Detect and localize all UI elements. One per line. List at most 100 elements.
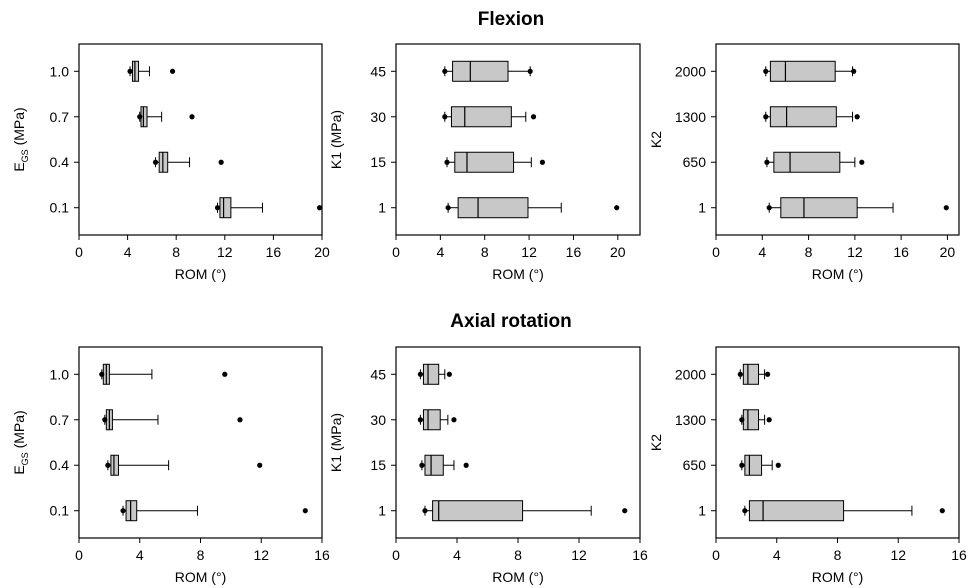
y-tick-label: 15 bbox=[370, 154, 386, 170]
outlier-point bbox=[766, 205, 772, 211]
x-tick-label: 0 bbox=[392, 547, 400, 563]
outlier-point bbox=[419, 462, 425, 468]
outlier-point bbox=[939, 508, 945, 514]
y-tick-label: 1 bbox=[698, 503, 706, 519]
y-axis-label-subscript: GS bbox=[20, 149, 30, 162]
x-tick-label: 4 bbox=[436, 244, 444, 260]
outlier-point bbox=[152, 159, 159, 165]
x-tick-label: 4 bbox=[773, 547, 781, 563]
x-tick-label: 12 bbox=[890, 547, 906, 563]
outlier-point bbox=[764, 159, 770, 165]
x-tick-label: 12 bbox=[253, 547, 269, 563]
box bbox=[158, 151, 169, 173]
x-axis-label: ROM (°) bbox=[175, 569, 226, 585]
x-axis-label: ROM (°) bbox=[175, 266, 226, 282]
y-tick-label: 0.1 bbox=[50, 503, 70, 519]
x-tick-label: 12 bbox=[571, 547, 587, 563]
y-tick-label: 15 bbox=[370, 457, 386, 473]
outlier-point bbox=[442, 68, 448, 74]
x-tick-label: 16 bbox=[266, 244, 282, 260]
chart-flex-k2: 0 4 8 12 16 20 ROM (°) K2 2000 1300 650 1 bbox=[648, 43, 960, 282]
outlier-point bbox=[218, 159, 224, 165]
chart-axial-k2: 0 4 8 12 16 ROM (°) K2 2000 1300 650 1 bbox=[648, 346, 967, 585]
y-tick-label: 1.0 bbox=[50, 63, 70, 79]
y-tick-label: 30 bbox=[370, 412, 386, 428]
y-tick-label: 2000 bbox=[675, 366, 706, 382]
section-title-flexion: Flexion bbox=[478, 9, 545, 30]
outlier-point bbox=[222, 371, 228, 377]
x-axis-label: ROM (°) bbox=[492, 569, 543, 585]
x-tick-label: 0 bbox=[712, 547, 720, 563]
outlier-point bbox=[105, 462, 111, 468]
y-tick-label: 0.4 bbox=[50, 457, 70, 473]
outlier-point bbox=[765, 371, 771, 377]
x-tick-label: 16 bbox=[632, 547, 648, 563]
chart-flex-k1: 0 4 8 12 16 20 ROM (°) K1 (MPa) 45 30 15 1 bbox=[328, 43, 641, 282]
x-tick-label: 12 bbox=[521, 244, 537, 260]
y-axis-label: K1 (MPa) bbox=[328, 413, 344, 472]
x-tick-label: 4 bbox=[136, 547, 144, 563]
box bbox=[780, 197, 858, 219]
y-axis-label: EGS (MPa) bbox=[11, 107, 30, 171]
x-axis-label: ROM (°) bbox=[812, 266, 863, 282]
outlier-point bbox=[614, 205, 620, 211]
outlier-point bbox=[137, 114, 143, 120]
outlier-point bbox=[451, 417, 457, 423]
x-tick-label: 12 bbox=[847, 244, 863, 260]
x-tick-label: 20 bbox=[314, 244, 330, 260]
plot-frame bbox=[715, 43, 960, 236]
y-tick-label: 45 bbox=[370, 366, 386, 382]
box bbox=[773, 151, 841, 173]
outlier-point bbox=[859, 159, 865, 165]
outlier-point bbox=[775, 462, 781, 468]
box bbox=[424, 454, 444, 476]
box bbox=[748, 500, 845, 522]
box bbox=[452, 60, 509, 82]
outlier-point bbox=[169, 68, 176, 74]
outlier-point bbox=[851, 68, 857, 74]
outlier-point bbox=[444, 159, 450, 165]
outlier-point bbox=[417, 371, 423, 377]
y-axis-label-unit: (MPa) bbox=[11, 107, 27, 149]
box bbox=[131, 60, 140, 82]
y-tick-label: 1.0 bbox=[50, 366, 70, 382]
outlier-point bbox=[527, 68, 533, 74]
box bbox=[125, 500, 138, 522]
box bbox=[422, 409, 441, 431]
outlier-point bbox=[422, 508, 428, 514]
box bbox=[769, 60, 836, 82]
x-tick-label: 16 bbox=[314, 547, 330, 563]
x-tick-label: 16 bbox=[566, 244, 582, 260]
y-axis-label: K1 (MPa) bbox=[328, 110, 344, 169]
x-tick-label: 20 bbox=[610, 244, 626, 260]
x-tick-label: 4 bbox=[758, 244, 766, 260]
outlier-point bbox=[737, 371, 743, 377]
outlier-point bbox=[742, 508, 748, 514]
x-tick-label: 8 bbox=[514, 547, 522, 563]
x-tick-label: 20 bbox=[940, 244, 956, 260]
outlier-point bbox=[446, 371, 452, 377]
x-tick-label: 8 bbox=[481, 244, 489, 260]
x-axis-label: ROM (°) bbox=[492, 266, 543, 282]
outlier-point bbox=[257, 462, 263, 468]
y-axis-label-unit: (MPa) bbox=[11, 410, 27, 452]
outlier-point bbox=[622, 508, 628, 514]
box bbox=[742, 409, 760, 431]
box bbox=[769, 106, 837, 128]
x-tick-label: 0 bbox=[712, 244, 720, 260]
y-tick-label: 1300 bbox=[675, 109, 706, 125]
y-tick-label: 1300 bbox=[675, 412, 706, 428]
plot-frame bbox=[78, 346, 323, 539]
y-tick-label: 650 bbox=[683, 154, 707, 170]
y-tick-label: 1 bbox=[378, 200, 386, 216]
box bbox=[432, 500, 524, 522]
y-tick-label: 0.7 bbox=[50, 109, 70, 125]
y-tick-label: 1 bbox=[378, 503, 386, 519]
chart-axial-egs: 0 4 8 12 16 ROM (°) EGS (MPa) 1.0 0.7 0.4 0.1 bbox=[11, 346, 330, 585]
x-tick-label: 0 bbox=[392, 244, 400, 260]
outlier-point bbox=[99, 371, 105, 377]
outlier-point bbox=[302, 508, 308, 514]
x-axis-label: ROM (°) bbox=[812, 569, 863, 585]
box bbox=[457, 197, 529, 219]
